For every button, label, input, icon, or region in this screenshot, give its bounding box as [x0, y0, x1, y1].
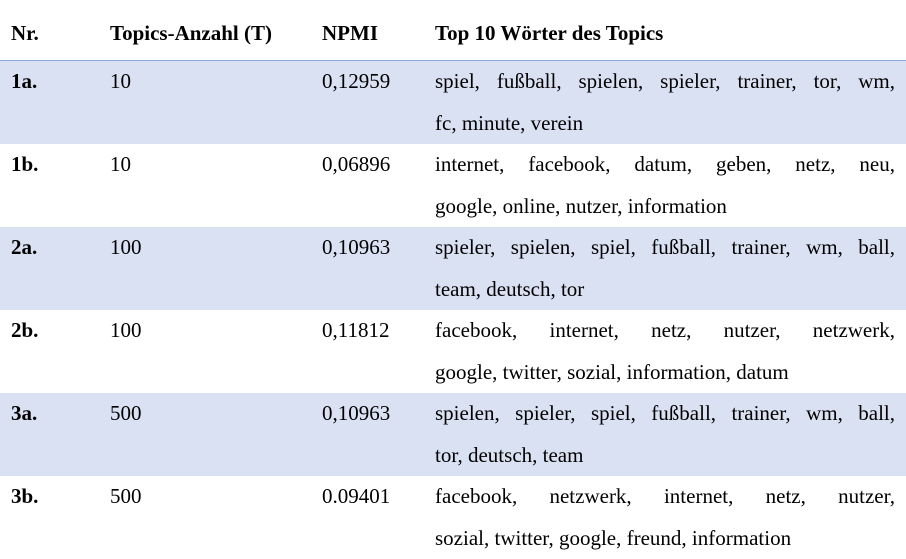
row-topics-count: 100: [110, 227, 142, 269]
row-top-words: spielen, spieler, spiel, fußball, traine…: [435, 393, 895, 476]
row-nr: 3a.: [11, 393, 37, 435]
table-row: 1a. 10 0,12959 spiel, fußball, spielen, …: [0, 61, 906, 144]
row-words-line: internet, facebook, datum, geben, netz, …: [435, 144, 895, 186]
row-nr: 3b.: [11, 476, 38, 518]
row-words-line: tor, deutsch, team: [435, 435, 895, 477]
row-nr: 2b.: [11, 310, 38, 352]
row-top-words: spiel, fußball, spielen, spieler, traine…: [435, 61, 895, 144]
table-row: 3b. 500 0.09401 facebook, netzwerk, inte…: [0, 476, 906, 559]
table-row: 2b. 100 0,11812 facebook, internet, netz…: [0, 310, 906, 393]
row-words-line: fc, minute, verein: [435, 103, 895, 145]
row-npmi: 0,11812: [322, 310, 389, 352]
row-words-line: sozial, twitter, google, freund, informa…: [435, 518, 895, 559]
header-nr: Nr.: [11, 20, 39, 46]
row-topics-count: 10: [110, 144, 131, 186]
row-npmi: 0.09401: [322, 476, 390, 518]
row-npmi: 0,06896: [322, 144, 390, 186]
row-top-words: internet, facebook, datum, geben, netz, …: [435, 144, 895, 227]
row-top-words: facebook, netzwerk, internet, netz, nutz…: [435, 476, 895, 559]
header-topics-count: Topics-Anzahl (T): [110, 20, 272, 46]
table-header: Nr. Topics-Anzahl (T) NPMI Top 10 Wörter…: [0, 0, 906, 61]
table-row: 2a. 100 0,10963 spieler, spielen, spiel,…: [0, 227, 906, 310]
row-words-line: google, twitter, sozial, information, da…: [435, 352, 895, 394]
row-words-line: spielen, spieler, spiel, fußball, traine…: [435, 393, 895, 435]
row-top-words: spieler, spielen, spiel, fußball, traine…: [435, 227, 895, 310]
row-topics-count: 10: [110, 61, 131, 103]
row-words-line: spiel, fußball, spielen, spieler, traine…: [435, 61, 895, 103]
row-words-line: spieler, spielen, spiel, fußball, traine…: [435, 227, 895, 269]
row-topics-count: 500: [110, 476, 142, 518]
row-topics-count: 100: [110, 310, 142, 352]
row-npmi: 0,10963: [322, 393, 390, 435]
row-npmi: 0,10963: [322, 227, 390, 269]
row-top-words: facebook, internet, netz, nutzer, netzwe…: [435, 310, 895, 393]
row-nr: 1b.: [11, 144, 38, 186]
row-words-line: facebook, internet, netz, nutzer, netzwe…: [435, 310, 895, 352]
table-row: 1b. 10 0,06896 internet, facebook, datum…: [0, 144, 906, 227]
row-nr: 1a.: [11, 61, 37, 103]
row-words-line: facebook, netzwerk, internet, netz, nutz…: [435, 476, 895, 518]
row-words-line: team, deutsch, tor: [435, 269, 895, 311]
row-nr: 2a.: [11, 227, 37, 269]
header-top-words: Top 10 Wörter des Topics: [435, 20, 895, 46]
row-words-line: google, online, nutzer, information: [435, 186, 895, 228]
row-topics-count: 500: [110, 393, 142, 435]
header-npmi: NPMI: [322, 20, 378, 46]
table-row: 3a. 500 0,10963 spielen, spieler, spiel,…: [0, 393, 906, 476]
row-npmi: 0,12959: [322, 61, 390, 103]
